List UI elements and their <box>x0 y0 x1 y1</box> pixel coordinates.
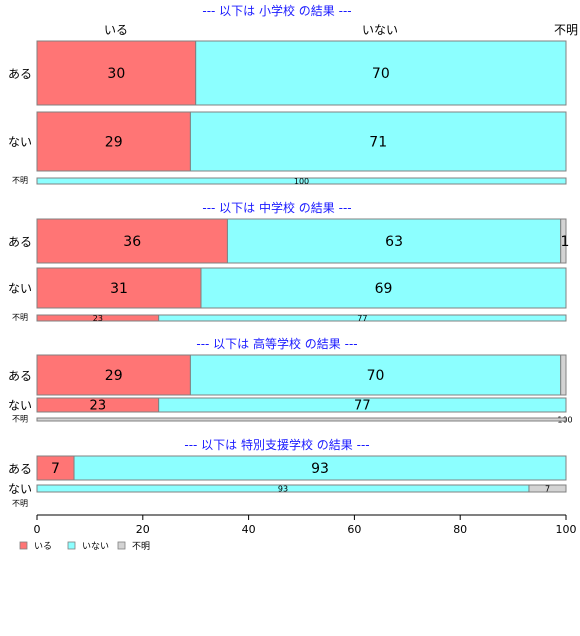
bar-segment <box>195 40 567 106</box>
x-tick-label: 20 <box>136 523 150 536</box>
data-label: 30 <box>107 66 125 82</box>
row-label: ある <box>8 462 32 476</box>
legend-label: いる <box>34 541 52 552</box>
column-header-2: 不明 <box>554 23 578 37</box>
data-label: 29 <box>105 368 123 384</box>
data-label: 63 <box>385 234 403 250</box>
bar-segment <box>36 40 197 106</box>
bar-segment <box>36 455 75 481</box>
row-label: ない <box>8 482 32 496</box>
data-label: 23 <box>90 399 107 414</box>
row-label: ある <box>8 369 32 383</box>
bar-segment <box>73 455 567 481</box>
bar-segment <box>36 177 567 185</box>
row-label: 不明 <box>12 313 28 322</box>
data-label: 1 <box>561 234 570 250</box>
column-header-0: いる <box>104 23 128 37</box>
x-tick-label: 80 <box>453 523 467 536</box>
legend-swatch <box>117 541 126 550</box>
bar-segment <box>560 354 567 396</box>
data-label: 29 <box>105 135 123 151</box>
legend-swatch <box>19 541 28 550</box>
x-tick-label: 0 <box>34 523 41 536</box>
data-label: 70 <box>367 368 385 384</box>
data-label: 93 <box>311 461 329 477</box>
data-label: 31 <box>110 281 128 297</box>
bar-segment <box>528 484 567 493</box>
bar-segment <box>226 218 562 264</box>
row-label: 不明 <box>12 176 28 185</box>
bar-segment <box>36 218 228 264</box>
bar-segment <box>158 397 567 413</box>
data-label: 70 <box>372 66 390 82</box>
bar-segment <box>36 267 202 309</box>
data-label: 93 <box>278 484 288 493</box>
x-tick-label: 60 <box>347 523 361 536</box>
row-label: ない <box>8 399 32 413</box>
row-label: ある <box>8 235 32 249</box>
legend-label: 不明 <box>132 541 150 552</box>
group-title: --- 以下は 中学校 の結果 --- <box>202 200 351 215</box>
column-header-1: いない <box>362 23 398 37</box>
group-title: --- 以下は 特別支援学校 の結果 --- <box>184 437 369 452</box>
data-label: 71 <box>369 135 387 151</box>
data-label: 100 <box>294 177 309 186</box>
data-label: 69 <box>375 281 393 297</box>
data-label: 7 <box>545 484 550 493</box>
bar-segment <box>560 218 567 264</box>
legend-label: いない <box>82 541 109 552</box>
row-label: ない <box>8 135 32 149</box>
bar-segment <box>36 111 191 172</box>
data-label: 77 <box>357 314 367 323</box>
data-label: 23 <box>93 314 103 323</box>
bar-segment <box>200 267 567 309</box>
bar-segment <box>189 354 562 396</box>
row-label: 不明 <box>12 415 28 424</box>
data-label: 7 <box>51 461 60 477</box>
x-tick-label: 100 <box>556 523 577 536</box>
group-title: --- 以下は 高等学校 の結果 --- <box>196 336 357 351</box>
data-label: 36 <box>123 234 141 250</box>
row-label: 不明 <box>12 499 28 508</box>
legend-swatch <box>67 541 76 550</box>
x-tick-label: 40 <box>242 523 256 536</box>
bar-segment <box>158 314 567 322</box>
group-title: --- 以下は 小学校 の結果 --- <box>202 3 351 18</box>
bar-segment <box>36 417 567 422</box>
row-label: ない <box>8 282 32 296</box>
row-label: ある <box>8 67 32 81</box>
data-label: 77 <box>354 399 371 414</box>
bar-segment <box>189 111 567 172</box>
